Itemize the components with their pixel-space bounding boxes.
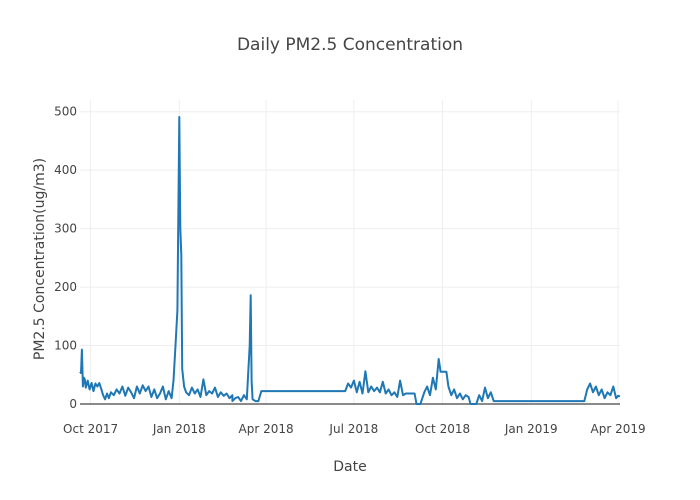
y-tick-label: 500 [54,105,77,119]
y-tick-label: 300 [54,222,77,236]
chart-title: Daily PM2.5 Concentration [237,35,463,55]
y-tick-label: 100 [54,339,77,353]
x-axis-title: Date [333,459,366,475]
x-tick-label: Apr 2019 [591,422,646,436]
tick-labels: 0 100 200 300 400 500 Oct 2017 Jan 2018 Apr 2018… [54,105,646,436]
x-tick-label: Jul 2018 [328,422,378,436]
gridlines [80,100,620,405]
x-tick-label: Apr 2018 [239,422,294,436]
x-tick-label: Jan 2019 [504,422,558,436]
y-tick-label: 0 [69,397,77,411]
x-tick-label: Jan 2018 [152,422,206,436]
x-tick-label: Oct 2018 [415,422,470,436]
series-layer [79,116,621,405]
y-tick-label: 200 [54,280,77,294]
y-tick-label: 400 [54,163,77,177]
series-line-0 [79,116,621,405]
x-tick-label: Oct 2017 [63,422,118,436]
y-axis-title: PM2.5 Concentration(ug/m3) [32,158,48,360]
